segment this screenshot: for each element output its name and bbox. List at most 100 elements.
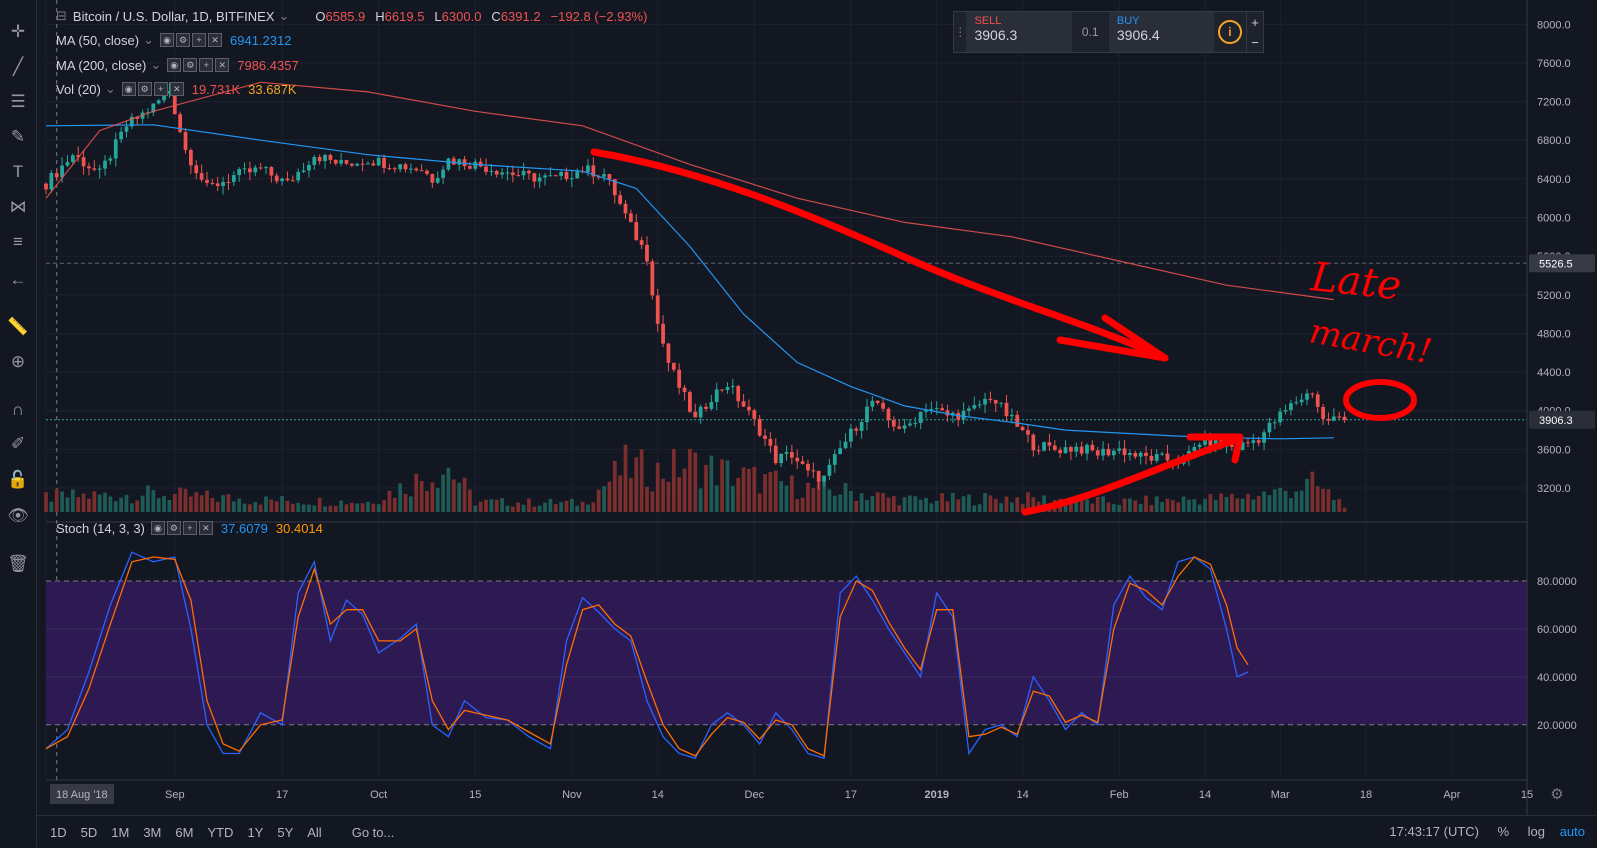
chevron-down-icon[interactable]: ⌄ xyxy=(150,57,162,72)
chart-grid xyxy=(45,0,1597,781)
indicator-buttons[interactable]: ◉ ⚙ + ✕ xyxy=(121,82,184,96)
volume-bar xyxy=(698,488,703,512)
buy-price: 3906.4 xyxy=(1116,27,1160,43)
quantity-stepper[interactable]: + − xyxy=(1245,12,1263,52)
price-tick-label: 5200.0 xyxy=(1537,290,1571,302)
ruler-icon[interactable]: 📏 xyxy=(7,317,29,336)
range-button-5y[interactable]: 5Y xyxy=(277,824,294,840)
volume-bar xyxy=(913,496,918,512)
log-toggle[interactable]: log xyxy=(1527,824,1545,839)
volume-bar xyxy=(1262,491,1266,512)
stoch-overbought-oversold-band xyxy=(46,580,1527,725)
candle-body xyxy=(677,369,682,388)
chevron-down-icon[interactable]: ⌄ xyxy=(143,32,154,47)
back-arrow-icon[interactable]: ← xyxy=(9,270,27,289)
magnet-icon[interactable]: ∩ xyxy=(11,400,25,419)
volume-bar xyxy=(210,497,215,512)
trend-line-icon[interactable]: ╱ xyxy=(12,57,24,76)
candle-body xyxy=(473,161,478,169)
candle-body xyxy=(1154,454,1159,461)
pencil-lock-icon[interactable]: ✐ xyxy=(10,434,26,453)
range-button-1m[interactable]: 1M xyxy=(111,824,130,840)
candle-body xyxy=(1267,422,1272,433)
range-button-6m[interactable]: 6M xyxy=(175,824,194,840)
volume-bar xyxy=(81,493,86,512)
crosshair-icon[interactable]: ✛ xyxy=(10,22,26,41)
buy-button[interactable]: BUY 3906.4 xyxy=(1108,12,1214,52)
stoch-d-line xyxy=(45,556,1249,757)
candle-body xyxy=(1079,446,1084,454)
candle-body xyxy=(612,179,617,196)
volume-bar xyxy=(988,495,993,512)
candle-body xyxy=(661,323,665,344)
goto-button[interactable]: Go to... xyxy=(351,824,395,840)
candle-body xyxy=(639,240,644,245)
candle-body xyxy=(392,168,397,170)
candle-body xyxy=(1203,436,1207,445)
eye-icon[interactable]: 👁 xyxy=(7,506,29,525)
info-button[interactable]: i xyxy=(1214,12,1246,52)
candle-body xyxy=(285,178,290,181)
indicator-buttons[interactable]: ◉ ⚙ + ✕ xyxy=(150,521,213,535)
volume-bar xyxy=(478,501,483,512)
candle-body xyxy=(1042,442,1046,451)
candle-body xyxy=(977,404,982,406)
candle-body xyxy=(553,175,558,177)
chevron-down-icon[interactable]: ⌄ xyxy=(104,81,116,96)
zoom-icon[interactable]: ⊕ xyxy=(10,352,26,371)
ma50-legend[interactable]: MA (50, close) ⌄ ◉ ⚙ + ✕ 6941.2312 xyxy=(56,30,291,50)
volume-bar xyxy=(146,485,150,512)
range-button-ytd[interactable]: YTD xyxy=(207,824,234,840)
ohlc-open: O6585.9 xyxy=(315,8,366,24)
indicator-buttons[interactable]: ◉ ⚙ + ✕ xyxy=(167,58,230,72)
chevron-down-icon[interactable]: ⌄ xyxy=(278,8,290,23)
volume-bar xyxy=(725,460,730,512)
candle-body xyxy=(543,175,547,178)
range-button-1d[interactable]: 1D xyxy=(50,824,67,840)
candle-body xyxy=(773,445,778,464)
volume-bar xyxy=(881,493,885,512)
candle-body xyxy=(441,169,445,178)
indicator-buttons[interactable]: ◉ ⚙ + ✕ xyxy=(160,33,222,47)
volume-bar xyxy=(1138,504,1143,512)
drag-handle-icon[interactable]: ⋮ xyxy=(954,25,967,39)
ma200-legend[interactable]: MA (200, close) ⌄ ◉ ⚙ + ✕ 7986.4357 xyxy=(56,55,299,75)
candle-body xyxy=(741,401,746,407)
prediction-icon[interactable]: ≡ xyxy=(13,232,23,251)
symbol-legend: ⊟ Bitcoin / U.S. Dollar, 1D, BITFINEX ⌄ … xyxy=(56,6,647,26)
volume-bar xyxy=(650,491,655,512)
volume-bar xyxy=(140,495,145,512)
lock-icon[interactable]: 🔓 xyxy=(7,470,29,489)
range-button-5d[interactable]: 5D xyxy=(80,824,98,840)
volume-bar xyxy=(1004,496,1009,512)
trash-icon[interactable]: 🗑 xyxy=(7,554,29,573)
brush-icon[interactable]: ✎ xyxy=(10,127,26,146)
volume-bar xyxy=(741,467,746,512)
candle-body xyxy=(360,163,365,165)
time-tick-label: 18 xyxy=(1360,789,1372,801)
chart-canvas[interactable]: 3200.03600.04000.04400.04800.05200.05600… xyxy=(0,0,1597,815)
fib-tool-icon[interactable]: ☰ xyxy=(10,92,26,111)
ma200-line xyxy=(45,81,1334,301)
candle-body xyxy=(671,362,676,370)
candle-body xyxy=(376,157,381,166)
candle-body xyxy=(897,426,902,429)
range-button-3m[interactable]: 3M xyxy=(143,824,162,840)
sell-button[interactable]: SELL 3906.3 xyxy=(966,12,1072,52)
pattern-icon[interactable]: ⋈ xyxy=(9,197,27,216)
range-button-all[interactable]: All xyxy=(307,824,322,840)
volume-legend[interactable]: Vol (20) ⌄ ◉ ⚙ + ✕ 19.731K 33.687K xyxy=(56,79,297,99)
collapse-icon[interactable]: ⊟ xyxy=(56,8,67,23)
volume-bar xyxy=(999,503,1004,512)
text-tool-icon[interactable]: T xyxy=(12,162,24,181)
volume-bar xyxy=(870,495,875,512)
candle-body xyxy=(688,392,692,412)
symbol-title[interactable]: Bitcoin / U.S. Dollar, 1D, BITFINEX xyxy=(72,8,275,24)
percent-toggle[interactable]: % xyxy=(1497,824,1509,839)
volume-bar xyxy=(205,490,209,512)
stoch-legend[interactable]: Stoch (14, 3, 3) ◉ ⚙ + ✕ 37.6079 30.4014 xyxy=(56,518,323,538)
auto-toggle[interactable]: auto xyxy=(1559,824,1585,839)
range-button-1y[interactable]: 1Y xyxy=(247,824,264,840)
candle-body xyxy=(231,175,236,182)
candle-body xyxy=(891,420,896,427)
